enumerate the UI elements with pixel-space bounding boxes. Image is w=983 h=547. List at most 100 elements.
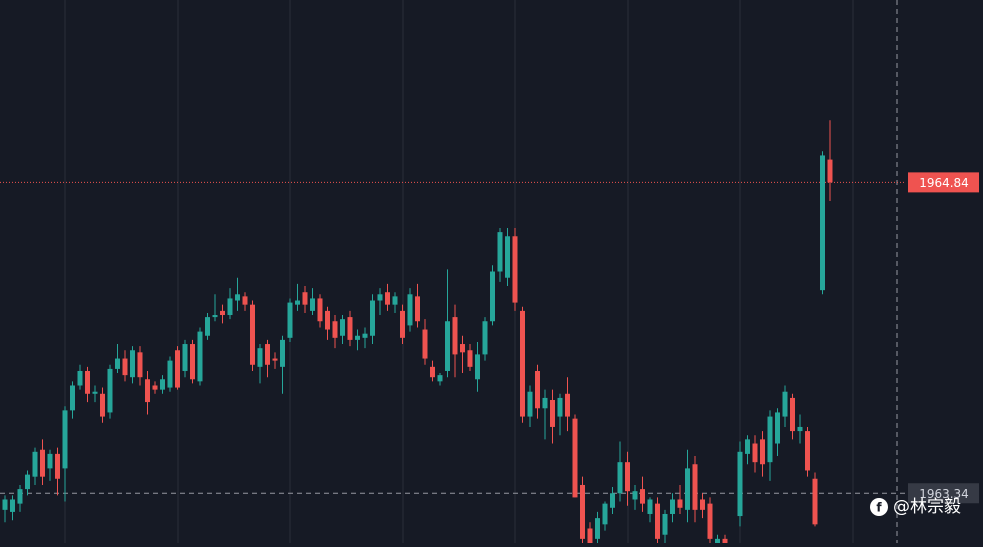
- candle-body: [340, 319, 345, 336]
- candle-body: [152, 385, 158, 390]
- candle-body: [820, 155, 825, 291]
- candle-body: [580, 484, 585, 539]
- watermark-icon-glyph: f: [876, 501, 882, 515]
- candle-body: [670, 499, 675, 514]
- candle-body: [62, 410, 68, 469]
- candle-body: [467, 350, 473, 367]
- candle-body: [617, 462, 623, 494]
- candle-body: [715, 538, 720, 543]
- candle-body: [535, 370, 540, 409]
- candle-body: [175, 350, 180, 388]
- candle-body: [167, 360, 173, 388]
- candle-body: [40, 449, 45, 477]
- candle-body: [32, 451, 38, 477]
- price-labels: 1964.84 1963.34: [908, 172, 979, 504]
- candle-body: [70, 385, 75, 411]
- candle-body: [692, 464, 698, 510]
- candle-body: [662, 513, 668, 535]
- candle-body: [490, 271, 495, 322]
- candle-body: [355, 335, 360, 340]
- candle-body: [377, 294, 383, 301]
- candle-body: [602, 503, 608, 525]
- candle-body: [250, 304, 255, 365]
- candle-body: [700, 499, 705, 510]
- candle-body: [92, 391, 98, 394]
- candle-body: [685, 468, 690, 510]
- candle-body: [422, 329, 428, 359]
- candle-body: [512, 236, 518, 303]
- candle-body: [452, 317, 458, 355]
- candle-body: [647, 499, 653, 514]
- candle-body: [115, 358, 120, 369]
- candle-body: [25, 474, 30, 490]
- candle-body: [782, 391, 788, 417]
- candle-body: [137, 352, 143, 378]
- candle-body: [325, 310, 330, 330]
- watermark: f @林宗毅: [870, 497, 961, 517]
- candle-body: [280, 339, 285, 367]
- candle-body: [655, 503, 660, 539]
- candle-body: [182, 344, 188, 371]
- candle-body: [212, 315, 218, 318]
- candle-body: [220, 310, 225, 316]
- candle-body: [805, 431, 810, 471]
- candle-body: [55, 453, 60, 479]
- candle-body: [257, 348, 263, 367]
- candle-body: [475, 354, 480, 380]
- candle-body: [587, 528, 593, 547]
- candle-body: [707, 503, 713, 539]
- candle-body: [17, 489, 23, 504]
- candle-body: [640, 489, 645, 504]
- last-price-label: 1964.84: [919, 176, 969, 190]
- candle-body: [595, 518, 600, 539]
- candle-body: [317, 298, 323, 322]
- candle-body: [130, 350, 135, 378]
- candle-body: [370, 300, 375, 336]
- candle-body: [752, 443, 758, 463]
- candle-body: [385, 292, 390, 305]
- candle-body: [437, 375, 443, 382]
- candle-body: [190, 344, 195, 380]
- candle-body: [760, 439, 765, 465]
- candle-body: [827, 159, 833, 183]
- plot: [0, 120, 906, 547]
- candle-body: [415, 296, 420, 322]
- candle-body: [310, 298, 315, 311]
- candle-body: [557, 397, 563, 417]
- candle-body: [122, 358, 128, 376]
- candle-body: [632, 491, 638, 500]
- candle-body: [790, 397, 795, 432]
- candle-body: [497, 232, 503, 272]
- watermark-text: @林宗毅: [893, 497, 961, 517]
- candle-body: [775, 412, 780, 444]
- candle-body: [347, 317, 353, 340]
- candle-body: [505, 236, 510, 278]
- candle-body: [197, 331, 203, 382]
- candle-body: [677, 499, 683, 508]
- candle-body: [2, 499, 8, 510]
- candle-body: [572, 418, 578, 498]
- candle-body: [287, 302, 293, 338]
- candle-body: [460, 344, 465, 353]
- candle-body: [812, 478, 818, 525]
- candle-body: [610, 493, 615, 508]
- candle-body: [527, 391, 533, 417]
- candle-body: [565, 393, 570, 417]
- candle-body: [332, 321, 338, 338]
- candle-body: [625, 462, 630, 492]
- candle-body: [227, 298, 233, 316]
- candle-body: [107, 368, 113, 413]
- candle-body: [77, 370, 83, 386]
- candle-body: [445, 321, 450, 371]
- candle-body: [520, 310, 525, 417]
- candle-body: [362, 333, 368, 338]
- candle-body: [10, 499, 15, 512]
- candle-body: [145, 379, 150, 403]
- watermark-icon: [870, 498, 888, 516]
- candle-body: [235, 294, 240, 301]
- candle-body: [550, 399, 555, 427]
- candle-body: [205, 317, 210, 336]
- candle-body: [430, 366, 435, 378]
- candle-body: [407, 294, 413, 326]
- candle-body: [242, 296, 248, 305]
